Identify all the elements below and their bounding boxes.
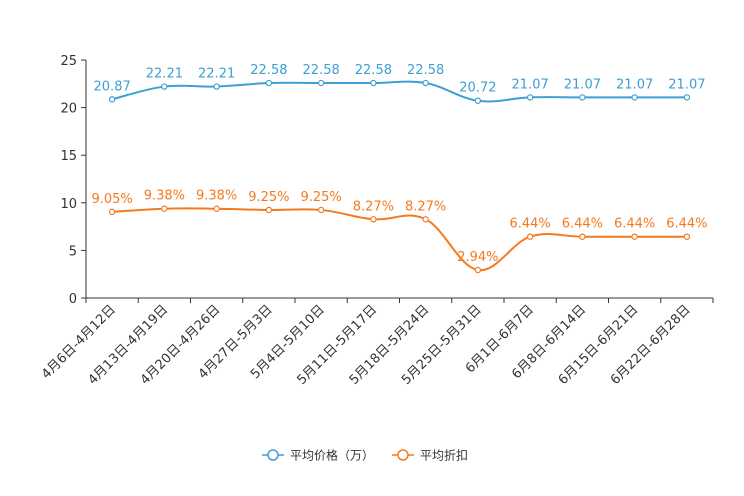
y-tick-label: 20: [60, 102, 77, 117]
data-label: 20.87: [94, 79, 131, 94]
y-tick-label: 15: [60, 149, 77, 164]
series-line: [111, 80, 687, 103]
data-point[interactable]: [474, 266, 482, 274]
data-label: 9.25%: [248, 190, 289, 205]
data-point[interactable]: [108, 208, 116, 216]
data-label: 22.21: [198, 67, 235, 82]
data-point[interactable]: [108, 96, 116, 103]
data-label: 21.07: [616, 77, 653, 92]
legend-label: 平均折扣: [420, 448, 468, 463]
data-label: 21.07: [668, 77, 705, 92]
data-point[interactable]: [631, 233, 638, 240]
data-label: 6.44%: [614, 217, 655, 232]
data-point[interactable]: [213, 83, 220, 90]
data-label: 9.38%: [144, 189, 185, 204]
data-label: 6.44%: [666, 217, 707, 232]
data-label: 21.07: [512, 77, 549, 92]
data-point[interactable]: [161, 205, 168, 212]
data-point[interactable]: [370, 79, 377, 87]
data-point[interactable]: [579, 233, 586, 240]
legend-marker-icon: [267, 449, 279, 461]
data-point[interactable]: [683, 233, 691, 240]
legend-marker-icon: [397, 449, 409, 461]
y-tick-label: 25: [60, 54, 77, 69]
series-0: 20.87 22.21 22.21 22.58 22.58 22.58 22.58 20.72…: [94, 63, 705, 104]
data-label: 20.72: [459, 81, 496, 96]
data-point[interactable]: [213, 205, 220, 212]
data-label: 2.94%: [457, 250, 498, 265]
data-point[interactable]: [526, 233, 534, 240]
data-point[interactable]: [422, 216, 429, 223]
y-tick-label: 0: [69, 292, 77, 307]
data-point[interactable]: [265, 79, 273, 87]
data-point[interactable]: [631, 94, 638, 101]
data-label: 6.44%: [562, 217, 603, 232]
data-point[interactable]: [474, 97, 482, 104]
series-layer: 20.87 22.21 22.21 22.58 22.58 22.58 22.58 20.72…: [91, 63, 708, 274]
data-point[interactable]: [161, 83, 168, 90]
data-point[interactable]: [265, 206, 273, 214]
data-label: 8.27%: [405, 199, 446, 214]
series-1: 9.05% 9.38% 9.38% 9.25% 9.25% 8.27% 8.27% 2.94%…: [91, 189, 708, 274]
legend[interactable]: 平均价格（万） 平均折扣: [262, 448, 468, 463]
data-label: 22.58: [303, 63, 340, 78]
data-label: 22.58: [355, 63, 392, 78]
data-label: 9.25%: [300, 190, 341, 205]
y-tick-label: 5: [69, 244, 77, 259]
data-point[interactable]: [317, 206, 325, 214]
data-label: 22.21: [146, 67, 183, 82]
data-label: 21.07: [564, 77, 601, 92]
data-point[interactable]: [526, 94, 534, 101]
data-label: 22.58: [407, 63, 444, 78]
data-label: 22.58: [250, 63, 287, 78]
y-tick-label: 10: [60, 197, 77, 212]
legend-label: 平均价格（万）: [290, 448, 374, 463]
data-point[interactable]: [422, 79, 429, 87]
legend-item-0[interactable]: 平均价格（万）: [262, 448, 374, 463]
data-point[interactable]: [317, 79, 325, 87]
legend-item-1[interactable]: 平均折扣: [392, 448, 468, 463]
data-label: 9.38%: [196, 189, 237, 204]
data-label: 6.44%: [509, 217, 550, 232]
data-point[interactable]: [683, 94, 691, 101]
data-point[interactable]: [579, 94, 586, 101]
data-label: 9.05%: [91, 192, 132, 207]
data-point[interactable]: [370, 216, 377, 223]
data-label: 8.27%: [353, 199, 394, 214]
